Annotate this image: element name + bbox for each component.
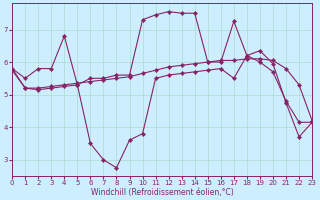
X-axis label: Windchill (Refroidissement éolien,°C): Windchill (Refroidissement éolien,°C)	[91, 188, 234, 197]
